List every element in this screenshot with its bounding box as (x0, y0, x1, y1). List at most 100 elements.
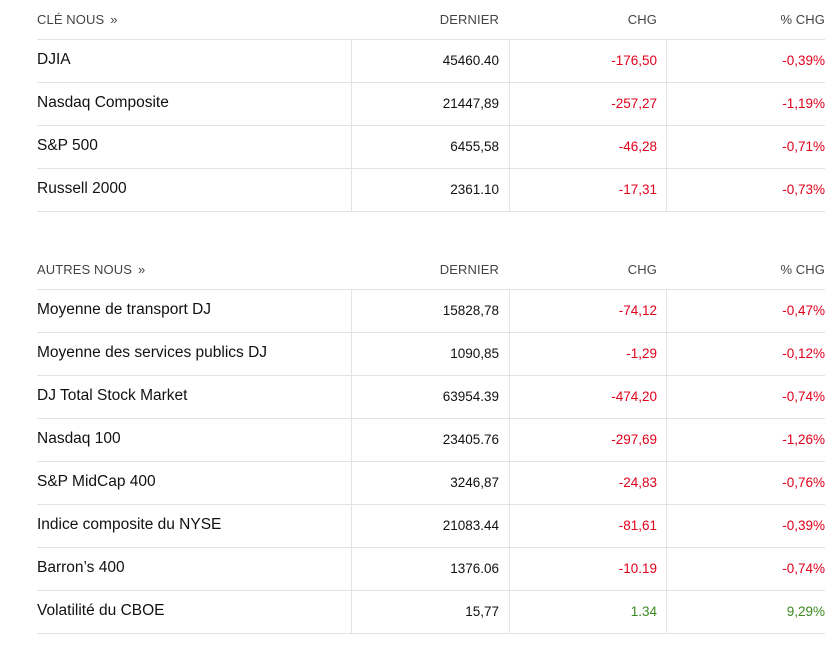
change-value: -176,50 (611, 53, 657, 68)
column-divider (351, 376, 352, 418)
key-us-header: CLÉ NOUS » DERNIER CHG % CHG (37, 0, 825, 40)
index-name[interactable]: S&P 500 (37, 137, 98, 154)
table-row[interactable]: Barron’s 400 1376.06 -10.19 -0,74% (37, 548, 825, 591)
column-divider (666, 290, 667, 332)
change-value: -1,29 (626, 346, 657, 361)
percent-change-value: -0,74% (782, 561, 825, 576)
column-divider (666, 505, 667, 547)
table-row[interactable]: Moyenne des services publics DJ 1090,85 -1… (37, 333, 825, 376)
table-row[interactable]: Indice composite du NYSE 21083.44 -81,61 -0… (37, 505, 825, 548)
last-value: 63954.39 (442, 389, 499, 404)
column-divider (509, 126, 510, 168)
change-value: -257,27 (611, 96, 657, 111)
other-us-header: AUTRES NOUS » DERNIER CHG % CHG (37, 250, 825, 290)
column-divider (509, 83, 510, 125)
column-header-chg: CHG (627, 12, 657, 27)
chevron-right-icon: » (138, 262, 146, 277)
index-name[interactable]: Nasdaq 100 (37, 430, 121, 447)
column-divider (351, 40, 352, 82)
column-divider (509, 290, 510, 332)
other-us-table: AUTRES NOUS » DERNIER CHG % CHG Moyenne d… (37, 250, 825, 634)
column-divider (509, 40, 510, 82)
table-row[interactable]: Volatilité du CBOE 15,77 1.34 9,29% (37, 591, 825, 634)
column-divider (509, 548, 510, 590)
column-divider (351, 548, 352, 590)
key-us-table: CLÉ NOUS » DERNIER CHG % CHG DJIA 45460.40… (37, 0, 825, 212)
table-row[interactable]: S&P 500 6455,58 -46,28 -0,71% (37, 126, 825, 169)
index-name[interactable]: Russell 2000 (37, 180, 127, 197)
table-row[interactable]: Nasdaq 100 23405.76 -297,69 -1,26% (37, 419, 825, 462)
index-name[interactable]: Nasdaq Composite (37, 94, 169, 111)
table-row[interactable]: DJIA 45460.40 -176,50 -0,39% (37, 40, 825, 83)
chevron-right-icon: » (110, 12, 118, 27)
change-value: -74,12 (618, 303, 657, 318)
column-divider (351, 169, 352, 211)
change-value: -24,83 (618, 475, 657, 490)
index-name[interactable]: DJIA (37, 51, 71, 68)
percent-change-value: -0,39% (782, 53, 825, 68)
last-value: 15,77 (465, 604, 499, 619)
last-value: 23405.76 (442, 432, 499, 447)
other-us-rows: Moyenne de transport DJ 15828,78 -74,12 -0,… (37, 290, 825, 634)
change-value: -17,31 (618, 182, 657, 197)
column-divider (509, 505, 510, 547)
column-divider (666, 548, 667, 590)
column-divider (509, 333, 510, 375)
change-value: -10.19 (618, 561, 657, 576)
last-value: 1090,85 (450, 346, 499, 361)
change-value: -81,61 (618, 518, 657, 533)
percent-change-value: -0,71% (782, 139, 825, 154)
table-row[interactable]: S&P MidCap 400 3246,87 -24,83 -0,76% (37, 462, 825, 505)
change-value: -46,28 (618, 139, 657, 154)
column-divider (509, 419, 510, 461)
column-divider (666, 376, 667, 418)
key-us-title: CLÉ NOUS (37, 12, 105, 27)
last-value: 45460.40 (442, 53, 499, 68)
column-divider (509, 376, 510, 418)
index-name[interactable]: Moyenne de transport DJ (37, 301, 212, 318)
column-divider (351, 83, 352, 125)
column-divider (351, 462, 352, 504)
column-divider (666, 419, 667, 461)
index-name[interactable]: Indice composite du NYSE (37, 516, 222, 533)
index-name[interactable]: Moyenne des services publics DJ (37, 344, 268, 361)
last-value: 15828,78 (442, 303, 499, 318)
column-divider (351, 505, 352, 547)
index-name[interactable]: Barron’s 400 (37, 559, 125, 576)
column-divider (666, 126, 667, 168)
column-divider (666, 40, 667, 82)
table-row[interactable]: DJ Total Stock Market 63954.39 -474,20 -0,7… (37, 376, 825, 419)
column-divider (351, 290, 352, 332)
percent-change-value: -0,39% (782, 518, 825, 533)
column-header-pct-chg: % CHG (780, 262, 825, 277)
table-row[interactable]: Moyenne de transport DJ 15828,78 -74,12 -0,… (37, 290, 825, 333)
other-us-title-link[interactable]: AUTRES NOUS » (37, 262, 145, 277)
index-name[interactable]: Volatilité du CBOE (37, 602, 165, 619)
index-name[interactable]: S&P MidCap 400 (37, 473, 156, 490)
column-divider (351, 419, 352, 461)
table-row[interactable]: Nasdaq Composite 21447,89 -257,27 -1,19% (37, 83, 825, 126)
column-divider (351, 591, 352, 633)
key-us-rows: DJIA 45460.40 -176,50 -0,39% Nasdaq Composit… (37, 40, 825, 212)
column-divider (351, 126, 352, 168)
column-divider (666, 462, 667, 504)
column-header-chg: CHG (627, 262, 657, 277)
key-us-title-link[interactable]: CLÉ NOUS » (37, 12, 118, 27)
last-value: 6455,58 (450, 139, 499, 154)
last-value: 3246,87 (450, 475, 499, 490)
column-divider (666, 169, 667, 211)
percent-change-value: -0,74% (782, 389, 825, 404)
last-value: 1376.06 (450, 561, 499, 576)
other-us-title: AUTRES NOUS (37, 262, 133, 277)
percent-change-value: -0,47% (782, 303, 825, 318)
index-name[interactable]: DJ Total Stock Market (37, 387, 188, 404)
column-divider (509, 462, 510, 504)
change-value: -474,20 (611, 389, 657, 404)
percent-change-value: -0,12% (782, 346, 825, 361)
change-value: 1.34 (630, 604, 657, 619)
last-value: 2361.10 (450, 182, 499, 197)
column-divider (351, 333, 352, 375)
column-header-pct-chg: % CHG (780, 12, 825, 27)
table-row[interactable]: Russell 2000 2361.10 -17,31 -0,73% (37, 169, 825, 212)
percent-change-value: -1,19% (782, 96, 825, 111)
